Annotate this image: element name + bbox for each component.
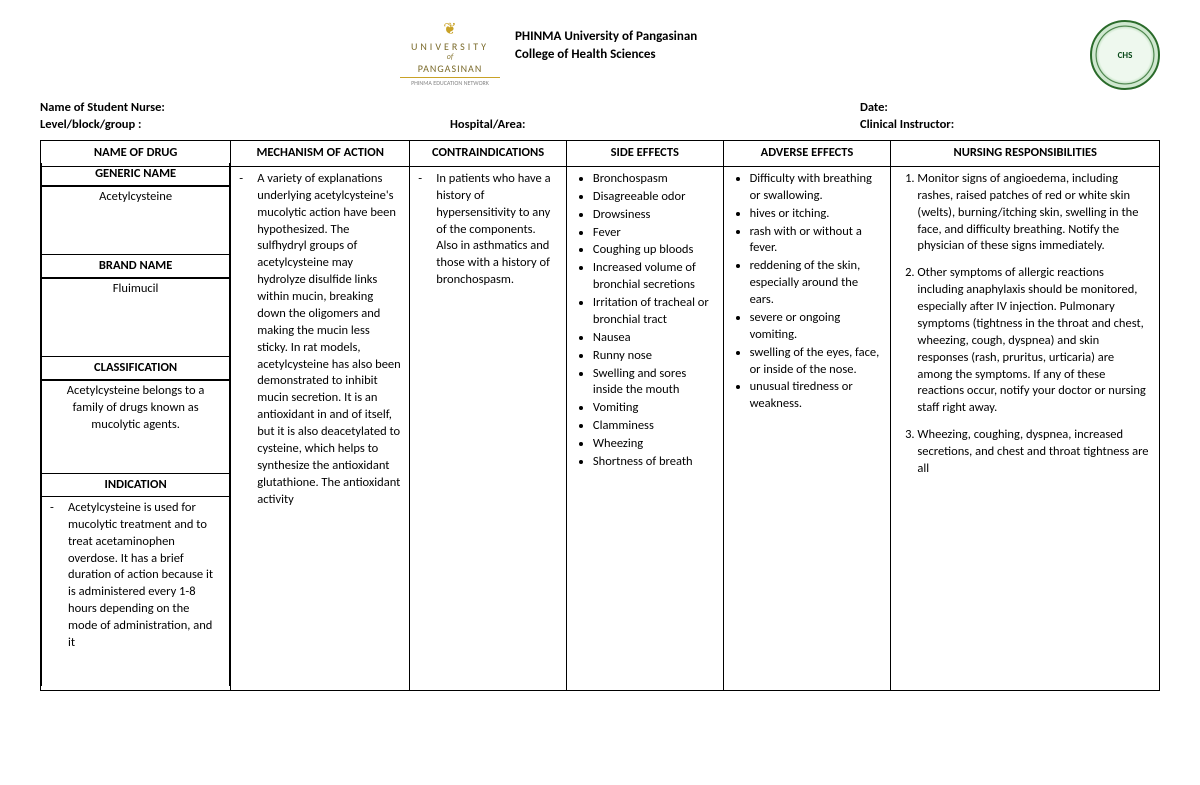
list-item: Disagreeable odor [593,189,715,206]
list-item: Monitor signs of angioedema, including r… [917,171,1151,255]
brand-name-body: Fluimucil [41,277,230,357]
contra-text: In patients who have a history of hypers… [436,171,558,289]
info-row-2: Level/block/group : Hospital/Area: Clini… [40,117,1160,132]
cell-nursing: Monitor signs of angioedema, including r… [891,166,1160,690]
generic-name-head: GENERIC NAME [41,163,230,187]
chs-seal-icon: CHS [1090,20,1160,90]
th-side-effects: SIDE EFFECTS [566,141,723,167]
header-title: PHINMA University of Pangasinan College … [515,20,697,64]
list-item: Clamminess [593,418,715,435]
side-effects-list: BronchospasmDisagreeable odorDrowsinessF… [575,171,715,471]
list-item: Vomiting [593,400,715,417]
list-item: Fever [593,225,715,242]
brand-name-head: BRAND NAME [41,254,230,279]
adverse-effects-list: Difficulty with breathing or swallowing.… [732,171,883,413]
list-item: reddening of the skin, especially around… [750,258,883,309]
list-item: Coughing up bloods [593,242,715,259]
info-row-1: Name of Student Nurse: Date: [40,100,1160,115]
list-item: Wheezing, coughing, dyspnea, increased s… [917,427,1151,478]
drug-table: NAME OF DRUG MECHANISM OF ACTION CONTRAI… [40,140,1160,691]
list-item: Nausea [593,330,715,347]
cell-drug-name: GENERIC NAME Acetylcysteine BRAND NAME F… [41,166,231,690]
list-item: Difficulty with breathing or swallowing. [750,171,883,205]
list-item: Drowsiness [593,207,715,224]
list-item: severe or ongoing vomiting. [750,310,883,344]
cell-adverse-effects: Difficulty with breathing or swallowing.… [723,166,891,690]
list-item: hives or itching. [750,206,883,223]
level-block-label: Level/block/group : [40,117,142,132]
hospital-area-label: Hospital/Area: [450,117,525,132]
clinical-instructor-label: Clinical Instructor: [860,117,954,132]
classification-body: Acetylcysteine belongs to a family of dr… [41,379,230,474]
list-item: Increased volume of bronchial secretions [593,260,715,294]
list-item: Wheezing [593,436,715,453]
indication-head: INDICATION [41,473,230,498]
list-item: unusual tiredness or weakness. [750,379,883,413]
mechanism-text: A variety of explanations underlying ace… [257,171,401,509]
list-item: Irritation of tracheal or bronchial trac… [593,295,715,329]
list-item: rash with or without a fever. [750,224,883,258]
list-item: Other symptoms of allergic reactions inc… [917,265,1151,417]
indication-body: -Acetylcysteine is used for mucolytic tr… [41,496,230,686]
page-header: ❦ UNIVERSITY of PANGASINAN PHINMA EDUCAT… [40,20,1160,90]
cell-side-effects: BronchospasmDisagreeable odorDrowsinessF… [566,166,723,690]
th-nursing: NURSING RESPONSIBILITIES [891,141,1160,167]
cell-contraindications: -In patients who have a history of hyper… [410,166,567,690]
generic-name-body: Acetylcysteine [41,185,230,255]
th-adverse-effects: ADVERSE EFFECTS [723,141,891,167]
list-item: swelling of the eyes, face, or inside of… [750,345,883,379]
student-nurse-label: Name of Student Nurse: [40,100,165,115]
date-label: Date: [860,100,888,115]
list-item: Bronchospasm [593,171,715,188]
table-body-row: GENERIC NAME Acetylcysteine BRAND NAME F… [41,166,1160,690]
list-item: Swelling and sores inside the mouth [593,366,715,400]
classification-head: CLASSIFICATION [41,356,230,381]
th-contraindications: CONTRAINDICATIONS [410,141,567,167]
list-item: Runny nose [593,348,715,365]
list-item: Shortness of breath [593,454,715,471]
university-logo-left: ❦ UNIVERSITY of PANGASINAN PHINMA EDUCAT… [400,20,500,87]
cell-mechanism: -A variety of explanations underlying ac… [231,166,410,690]
nursing-list: Monitor signs of angioedema, including r… [899,171,1151,478]
th-mechanism: MECHANISM OF ACTION [231,141,410,167]
